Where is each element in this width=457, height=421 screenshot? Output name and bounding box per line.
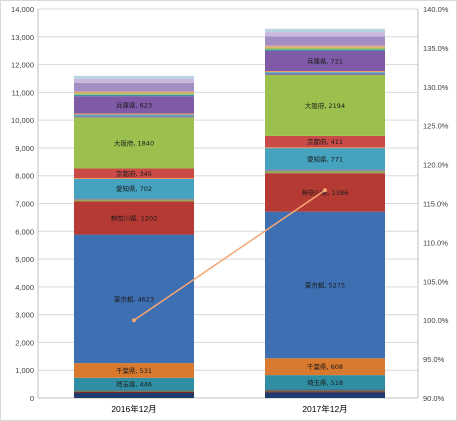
bar-segment <box>265 50 385 72</box>
bar-segment <box>265 71 385 73</box>
growth-point <box>132 318 136 323</box>
bar-segment <box>265 148 385 170</box>
bar-segment <box>74 93 194 95</box>
growth-line <box>133 189 326 321</box>
bar-segment <box>265 390 385 392</box>
y2-tick-label: 90.0% <box>423 394 445 403</box>
segment-value-label: 埼玉県, 446 <box>116 380 152 389</box>
bar-segment <box>74 390 194 392</box>
bar-segment <box>265 375 385 390</box>
bar-segment <box>74 199 194 202</box>
bar-segment <box>265 211 385 359</box>
bar-segment <box>74 82 194 92</box>
bar-segment <box>265 73 385 75</box>
y2-tick-label: 120.0% <box>423 161 449 170</box>
y2-tick-label: 140.0% <box>423 5 449 14</box>
bar-segment <box>74 117 194 169</box>
bar-segment <box>74 198 194 200</box>
bar-segment <box>265 170 385 174</box>
y-tick-label: 2,000 <box>15 338 34 347</box>
y2-tick-label: 115.0% <box>423 200 448 209</box>
bar-segment <box>265 358 385 376</box>
segment-value-label: 兵庫県, 623 <box>116 100 152 109</box>
bar-segment <box>74 78 194 83</box>
bar-segment <box>265 72 385 74</box>
bar-segment <box>265 32 385 37</box>
bar-segment <box>265 36 385 46</box>
bar-segment <box>74 392 194 398</box>
bar-segment <box>265 135 385 148</box>
bar-segment <box>74 168 194 179</box>
segment-value-label: 東京都, 4623 <box>114 294 154 303</box>
segment-value-label: 大阪府, 1840 <box>114 138 154 147</box>
segment-value-label: 京都府, 411 <box>307 137 343 146</box>
y-tick-label: 9,000 <box>15 144 34 153</box>
segment-value-label: 東京都, 5275 <box>305 280 345 289</box>
bar-segment <box>74 178 194 199</box>
segment-value-label: 大阪府, 2194 <box>305 101 345 110</box>
y-tick-label: 4,000 <box>15 283 34 292</box>
bar-segment <box>74 391 194 393</box>
bar-segment <box>265 389 385 391</box>
y-tick-label: 14,000 <box>11 5 34 14</box>
bar-segment <box>74 377 194 391</box>
y2-tick-label: 95.0% <box>423 355 445 364</box>
segment-value-label: 埼玉県, 518 <box>307 378 343 387</box>
bar-segment <box>74 114 194 117</box>
bar-segment <box>265 74 385 136</box>
bar-segment <box>74 363 194 378</box>
bar-segment <box>74 75 194 79</box>
y-tick-label: 5,000 <box>15 255 34 264</box>
y-tick-label: 1,000 <box>15 366 34 375</box>
bar-segment <box>265 47 385 50</box>
bar-segment <box>74 94 194 97</box>
bar-segment <box>74 96 194 114</box>
y-tick-label: 0 <box>30 394 34 403</box>
bar-segment <box>265 28 385 33</box>
bar-segment <box>74 178 194 179</box>
segment-value-label: 愛知県, 771 <box>307 154 343 163</box>
y-tick-label: 6,000 <box>15 227 34 236</box>
bar-segment <box>74 234 194 364</box>
y2-tick-label: 110.0% <box>423 238 448 247</box>
bar-segment <box>74 113 194 115</box>
y-tick-label: 3,000 <box>15 311 34 320</box>
bar-segment <box>265 391 385 393</box>
y2-tick-label: 105.0% <box>423 277 449 286</box>
y2-tick-label: 130.0% <box>423 83 449 92</box>
bar-segment <box>74 201 194 235</box>
y-tick-label: 10,000 <box>11 116 34 125</box>
y-tick-label: 11,000 <box>12 88 34 97</box>
bar-segment <box>74 91 194 94</box>
segment-value-label: 京都府, 345 <box>116 169 152 178</box>
y-tick-label: 7,000 <box>15 200 34 209</box>
growth-point <box>323 188 327 193</box>
segment-value-label: 千葉県, 531 <box>116 366 152 375</box>
x-category-label: 2016年12月 <box>111 404 156 414</box>
segment-value-label: 兵庫県, 721 <box>307 57 343 66</box>
y-tick-label: 8,000 <box>15 172 34 181</box>
bar-segment <box>74 116 194 118</box>
bar-segment <box>265 147 385 149</box>
segment-value-label: 愛知県, 702 <box>116 184 152 193</box>
y2-tick-label: 135.0% <box>423 44 449 53</box>
bar-segment <box>74 391 194 392</box>
segment-value-label: 千葉県, 608 <box>307 362 343 371</box>
y-tick-label: 12,000 <box>11 61 34 70</box>
bar-segment <box>265 169 385 171</box>
segment-value-label: 神奈川県, 1202 <box>111 213 158 222</box>
bar-segment <box>265 49 385 51</box>
x-category-label: 2017年12月 <box>302 404 347 414</box>
bar-segment <box>265 173 385 212</box>
segment-value-label: 神奈川県, 1386 <box>302 188 349 197</box>
bar-segment <box>265 45 385 48</box>
y2-tick-label: 125.0% <box>423 122 449 131</box>
y2-tick-label: 100.0% <box>423 316 449 325</box>
y-tick-label: 13,000 <box>11 33 34 42</box>
bar-segment <box>265 392 385 398</box>
